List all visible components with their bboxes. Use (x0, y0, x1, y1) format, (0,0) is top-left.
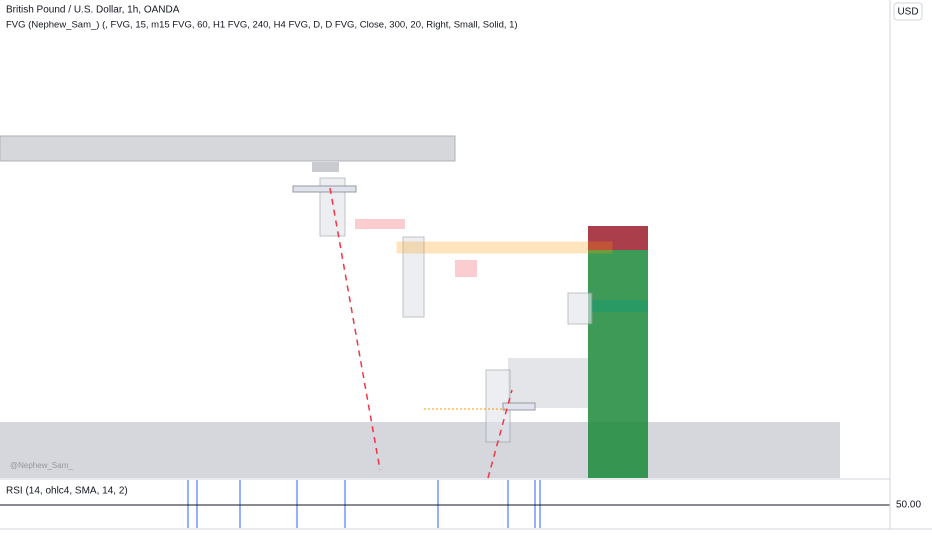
fvg-box (402, 236, 425, 318)
fvg-box (455, 260, 477, 277)
fvg-box (502, 402, 536, 411)
currency-label[interactable]: USD (897, 7, 918, 18)
fvg-box (355, 219, 405, 229)
stop-zone (588, 226, 648, 250)
fvg-box (396, 241, 613, 254)
zone (0, 135, 456, 162)
fvg-box (592, 300, 648, 312)
projection-line (487, 389, 513, 479)
rsi-level-label: 50.00 (896, 500, 921, 511)
indicator-label: FVG (Nephew_Sam_) (, FVG, 15, m15 FVG, 6… (6, 20, 518, 31)
fvg-box (567, 292, 593, 325)
rsi-label: RSI (14, ohlc4, SMA, 14, 2) (6, 486, 128, 497)
fvg-box (508, 358, 588, 408)
zones (0, 135, 840, 479)
currency-button[interactable] (893, 2, 923, 21)
watermark: @Nephew_Sam_ (10, 461, 73, 470)
fvg-box (292, 185, 357, 193)
projection-line (329, 187, 381, 471)
fvg-box (312, 162, 339, 172)
chart-title: British Pound / U.S. Dollar, 1h, OANDA (6, 5, 180, 16)
zone (0, 422, 840, 478)
target-zone (588, 250, 648, 478)
rsi-spikes (187, 480, 541, 528)
